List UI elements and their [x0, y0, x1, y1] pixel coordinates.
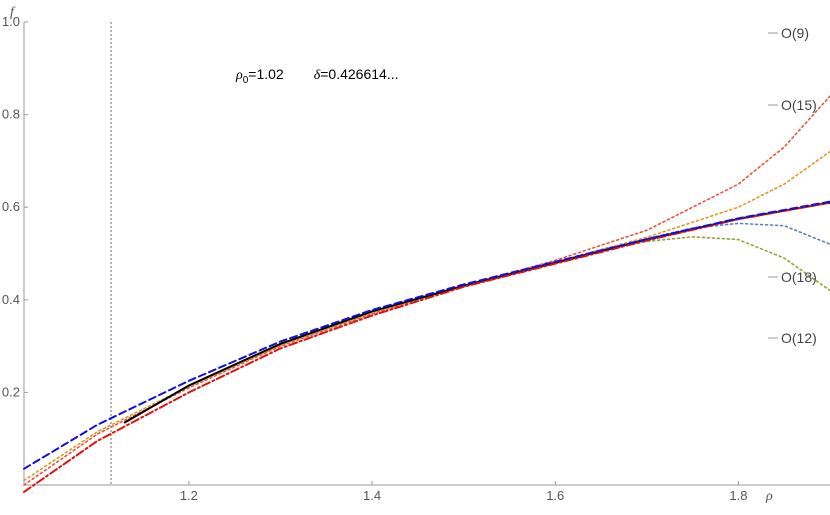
- series-line-4: [23, 150, 830, 482]
- y-tick-label-1: 0.4: [2, 292, 20, 307]
- x-tick-label-2: 1.6: [546, 488, 564, 503]
- legend-label-5: O(18): [781, 269, 817, 285]
- series-group: [23, 94, 830, 493]
- rho0-subscript: 0: [243, 75, 249, 86]
- series-line-2: [23, 201, 830, 493]
- series-line-0: [123, 201, 830, 424]
- x-tick-label-1: 1.4: [363, 488, 381, 503]
- y-tick-label-3: 0.8: [2, 107, 20, 122]
- annotation: ρ0=1.02 δ=0.426614...: [235, 66, 399, 86]
- legend-label-4: O(15): [781, 97, 817, 113]
- series-line-1: [23, 200, 830, 470]
- legend: O(9) O(15) O(18) O(12): [768, 25, 817, 346]
- legend-label-6: O(12): [781, 330, 817, 346]
- y-tick-label-4: 1.0: [2, 14, 20, 29]
- y-tick-label-2: 0.6: [2, 199, 20, 214]
- x-axis-label: ρ: [765, 489, 773, 504]
- rho0-symbol: ρ: [235, 68, 243, 83]
- x-tick-label-0: 1.2: [180, 488, 198, 503]
- x-tick-label-3: 1.8: [729, 488, 747, 503]
- legend-label-3: O(9): [781, 25, 809, 41]
- delta-symbol: δ: [314, 68, 321, 83]
- y-axis-label: f: [10, 5, 16, 20]
- y-tick-label-0: 0.2: [2, 384, 20, 399]
- rho0-value: =1.02: [248, 66, 284, 82]
- frame: [23, 22, 830, 486]
- series-line-3: [23, 94, 830, 486]
- delta-value: =0.426614...: [320, 66, 398, 82]
- ticks: 1.2 1.4 1.6 1.8 0.2 0.4 0.6 0.8 1.0: [2, 14, 748, 503]
